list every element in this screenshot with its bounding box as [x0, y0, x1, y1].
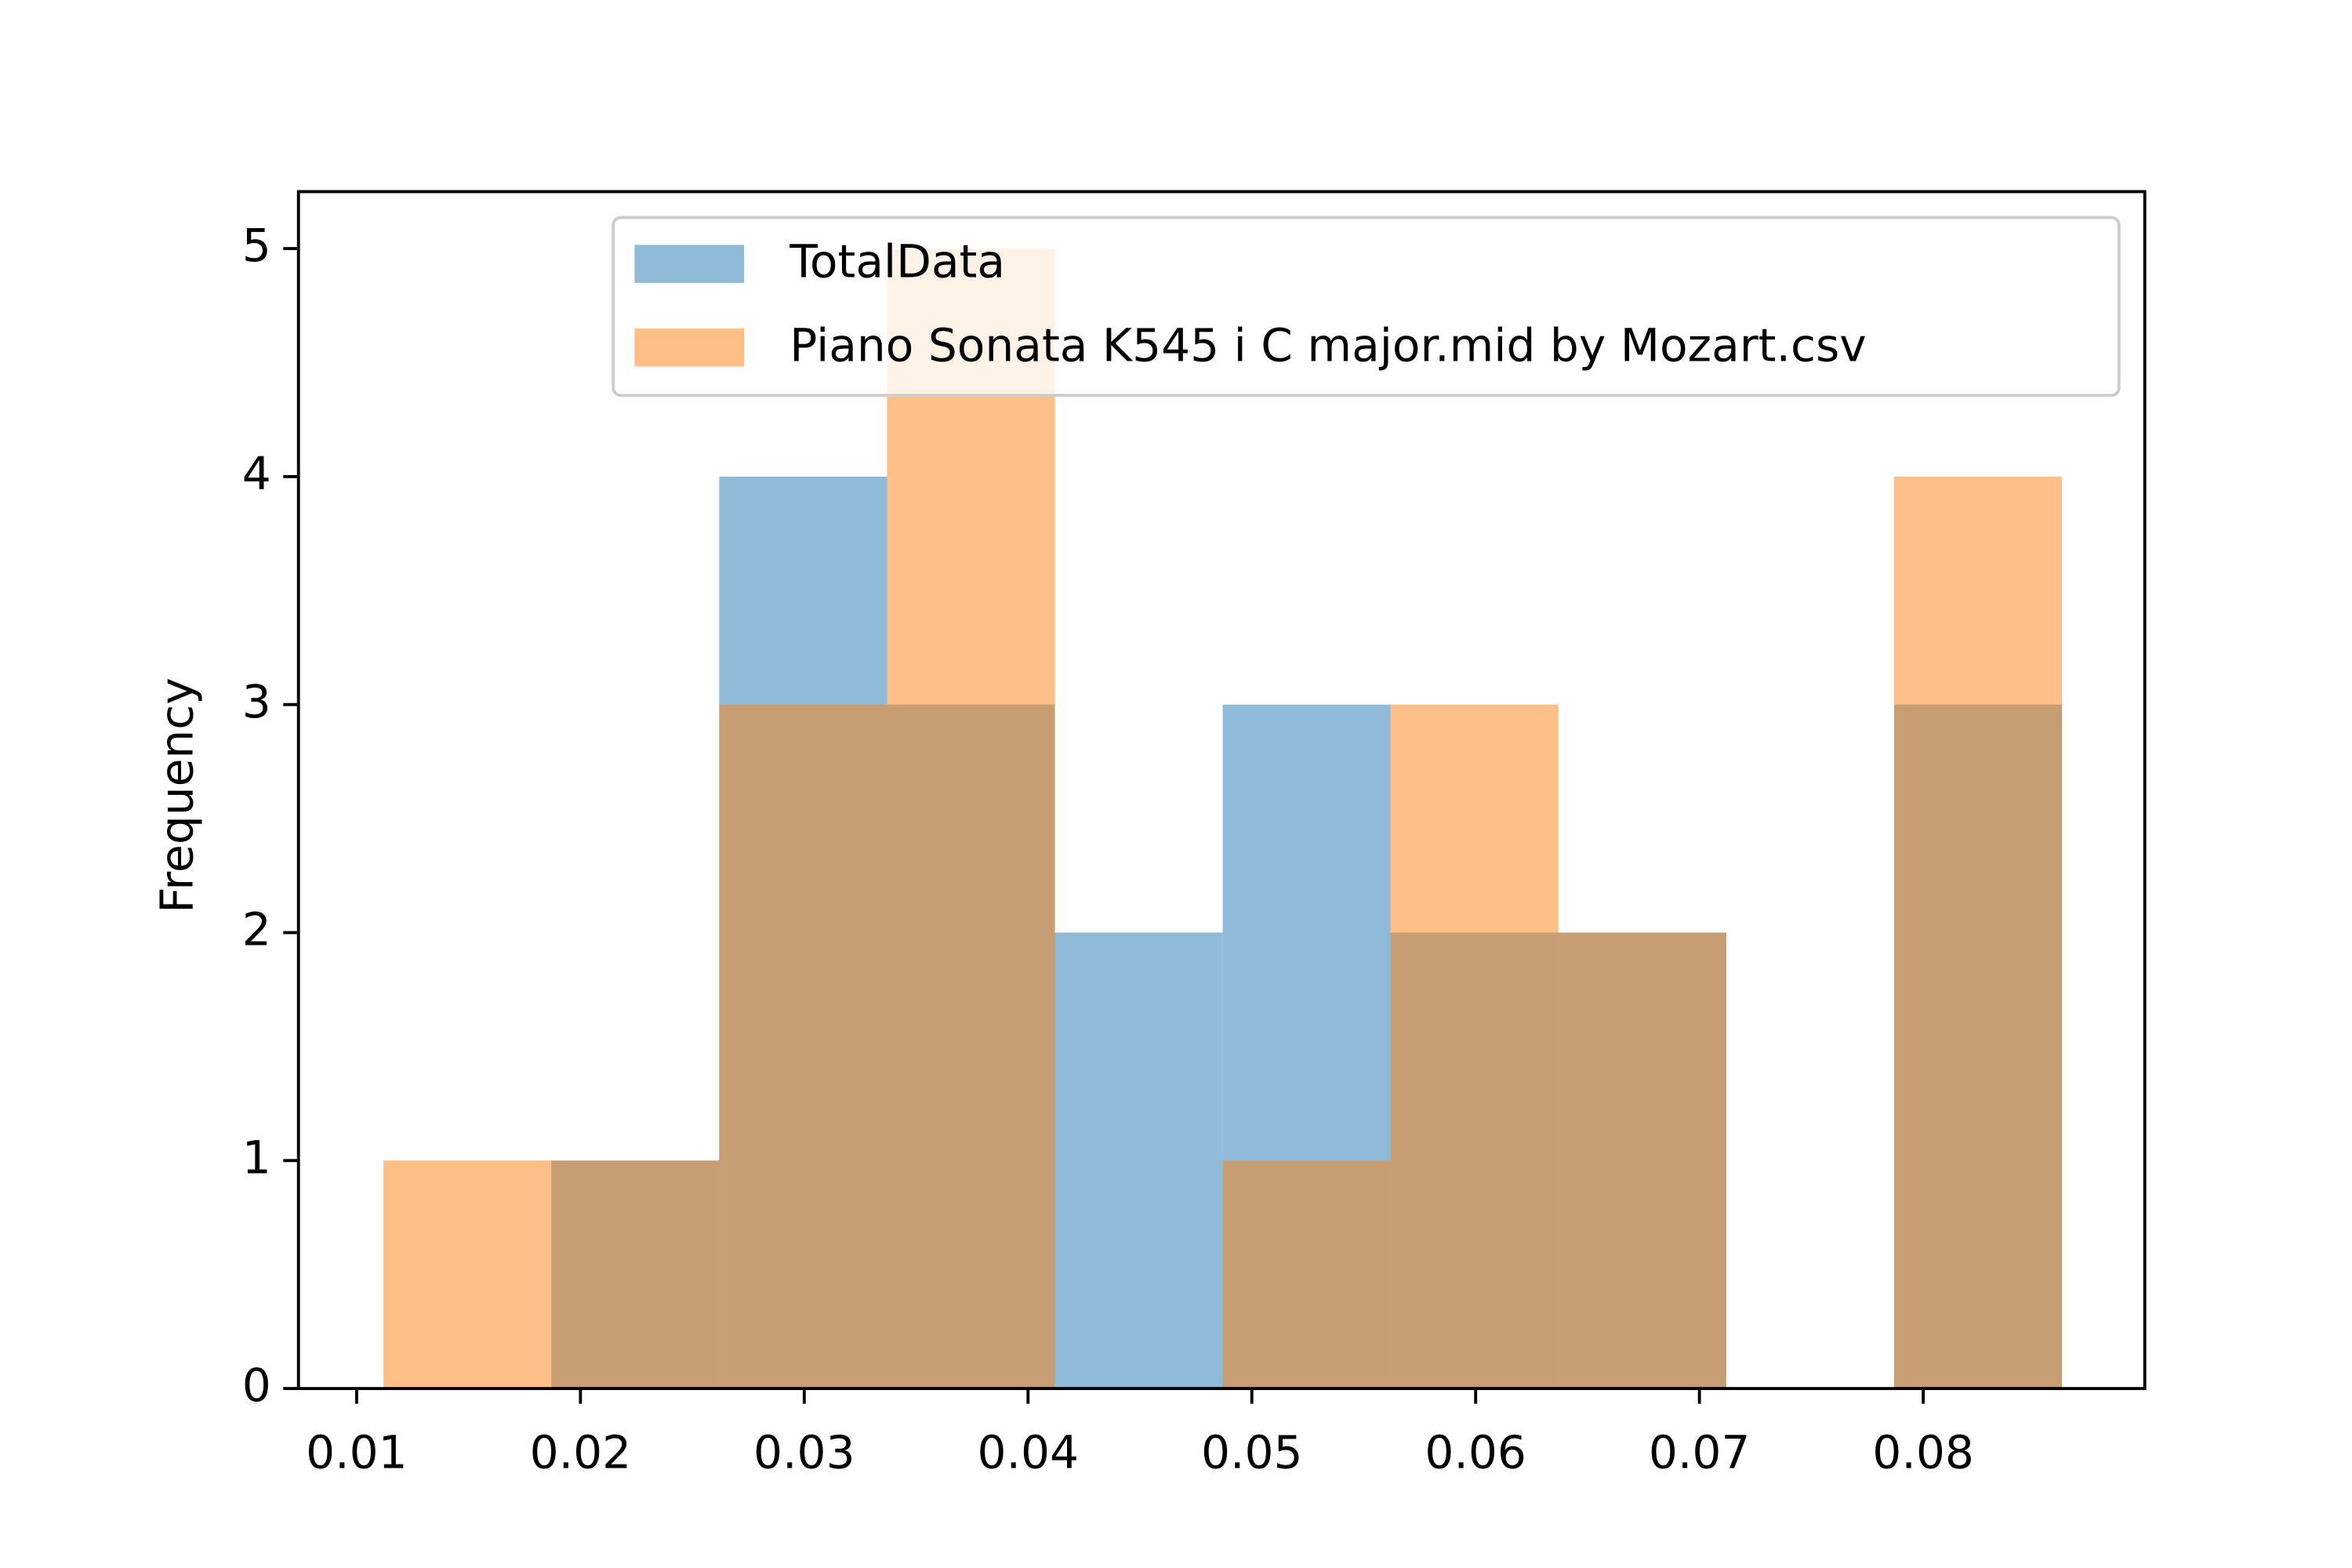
histogram-bar: [719, 704, 887, 1389]
legend-label: TotalData: [789, 235, 1005, 289]
legend-box: [612, 216, 2121, 397]
y-tick-label: 3: [242, 675, 271, 728]
y-tick-label: 1: [242, 1131, 271, 1184]
histogram-bar: [1558, 932, 1726, 1389]
y-tick-label: 2: [242, 903, 271, 956]
x-tick-label: 0.06: [1425, 1426, 1526, 1479]
x-tick-label: 0.05: [1201, 1426, 1303, 1479]
x-tick-label: 0.01: [306, 1426, 408, 1479]
histogram-bar: [551, 1160, 720, 1389]
histogram-bar: [1893, 476, 2063, 1389]
x-tick-label: 0.08: [1872, 1426, 1974, 1479]
legend-swatch: [634, 328, 745, 367]
plot-frame: [296, 190, 2147, 1391]
histogram-bar: [1054, 932, 1223, 1389]
y-tick-label: 4: [242, 447, 271, 500]
y-tick-label: 0: [242, 1359, 271, 1412]
x-tick-label: 0.02: [530, 1426, 632, 1479]
y-tick-label: 5: [242, 219, 271, 272]
x-tick-label: 0.04: [977, 1426, 1079, 1479]
x-tick-label: 0.07: [1649, 1426, 1751, 1479]
histogram-bar: [383, 1160, 552, 1389]
legend-label: Piano Sonata K545 i C major.mid by Mozar…: [789, 318, 1866, 372]
histogram-bar: [1390, 704, 1559, 1389]
x-tick-label: 0.03: [753, 1426, 855, 1479]
legend-swatch: [634, 245, 745, 283]
histogram-bar: [1222, 1160, 1391, 1389]
histogram-bar: [887, 249, 1055, 1389]
y-axis-label: Frequency: [150, 677, 203, 913]
